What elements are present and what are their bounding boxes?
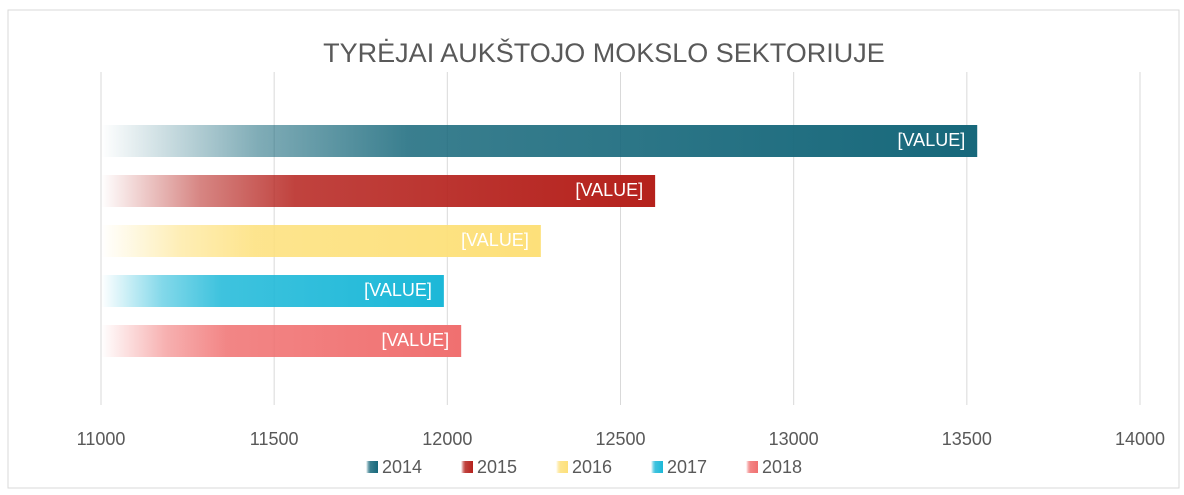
x-tick-label: 11500 [250, 429, 299, 449]
bar [101, 125, 978, 157]
legend-swatch [651, 461, 663, 473]
bar [101, 225, 541, 257]
x-tick-label: 13500 [942, 429, 992, 449]
data-label: [VALUE] [461, 230, 529, 250]
legend-swatch [556, 461, 568, 473]
x-tick-label: 13000 [769, 429, 819, 449]
legend-swatch [366, 461, 378, 473]
legend-label: 2015 [477, 457, 517, 477]
data-label: [VALUE] [898, 130, 966, 150]
x-tick-label: 14000 [1115, 429, 1165, 449]
legend-label: 2016 [572, 457, 612, 477]
legend-swatch [746, 461, 758, 473]
bar [101, 175, 656, 207]
x-tick-label: 12500 [595, 429, 645, 449]
legend-label: 2017 [667, 457, 707, 477]
legend-label: 2014 [382, 457, 422, 477]
data-label: [VALUE] [381, 330, 449, 350]
bar [101, 275, 444, 307]
x-tick-label: 11000 [77, 429, 126, 449]
legend-label: 2018 [762, 457, 802, 477]
bar [101, 325, 462, 357]
legend-swatch [461, 461, 473, 473]
chart-title: TYRĖJAI AUKŠTOJO MOKSLO SEKTORIUJE [323, 37, 885, 68]
x-tick-label: 12000 [422, 429, 472, 449]
data-label: [VALUE] [575, 180, 643, 200]
data-label: [VALUE] [364, 280, 432, 300]
